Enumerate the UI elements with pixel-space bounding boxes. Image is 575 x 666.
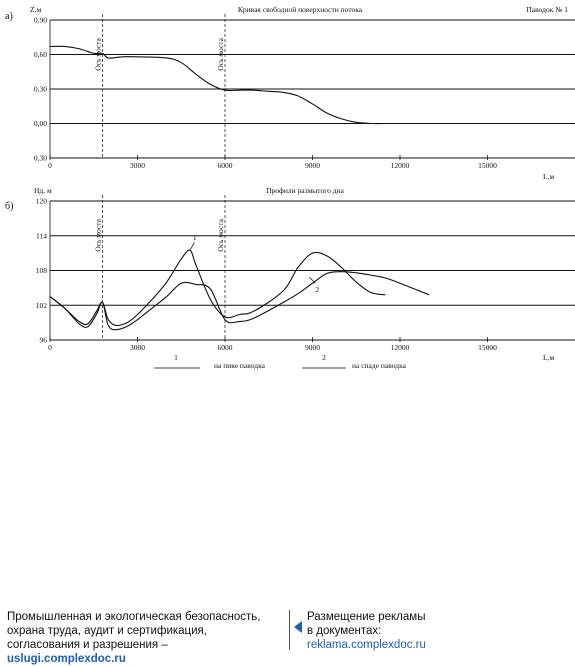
panel-a-label: а) [5, 11, 13, 22]
bridge-axis-label: Ось моста [94, 37, 103, 70]
panel-a-chart: а) Z,м Кривая свободной поверхности пото… [5, 5, 575, 181]
footer-link-uslugi[interactable]: uslugi.complexdoc.ru [7, 653, 126, 665]
footer-left-line-3-prefix: согласования и разрешения – [7, 639, 168, 651]
y-tick-label: 108 [36, 266, 48, 275]
x-tick-label: 9000 [305, 343, 320, 352]
panel-b-title: Профили размытого дна [266, 186, 344, 195]
bridge-axis-label: Ось моста [216, 37, 225, 70]
series-line-2 [49, 271, 430, 331]
x-tick-label: 0 [48, 161, 52, 170]
x-tick-label: 15000 [478, 161, 497, 170]
panel-b-ylabel: Нд, м [34, 186, 52, 195]
y-tick-label: 102 [36, 301, 48, 310]
x-tick-label: 0 [48, 343, 52, 352]
footer-banner: Промышленная и экологическая безопасност… [0, 596, 575, 665]
panel-b-chart: б) Нд, м Профили размытого дна L,м 96102… [5, 186, 575, 362]
panel-a-ylabel: Z,м [30, 5, 41, 14]
footer-left-line-2: охрана труда, аудит и сертификация, [7, 625, 207, 637]
bridge-axis-label: Ось моста [94, 218, 103, 251]
x-tick-label: 9000 [305, 161, 320, 170]
legend-series-1-label: на пике паводка [214, 361, 266, 370]
y-tick-label: 114 [36, 231, 47, 240]
panel-a-right-title: Паводок № 1 [526, 5, 568, 14]
y-tick-label: 0,30 [34, 154, 47, 163]
panel-a-title: Кривая свободной поверхности потока [238, 5, 363, 14]
x-tick-label: 15000 [478, 343, 497, 352]
footer-divider [289, 610, 290, 650]
x-tick-label: 6000 [218, 343, 233, 352]
series-2-leader-line [309, 277, 316, 284]
footer-left-line-1: Промышленная и экологическая безопасност… [7, 611, 261, 623]
footer-right-line-2: в документах: [307, 625, 382, 637]
y-tick-label: 0,60 [34, 50, 47, 59]
series-1-inline-label: 1 [193, 233, 197, 242]
charts-figure: а) Z,м Кривая свободной поверхности пото… [5, 5, 575, 370]
footer-right-line-1: Размещение рекламы [307, 611, 426, 623]
x-tick-label: 12000 [391, 161, 410, 170]
x-tick-label: 3000 [130, 161, 145, 170]
series-2-inline-label: 2 [315, 285, 319, 294]
legend-series-2-label: на спаде паводка [352, 361, 407, 370]
panel-b-legend: 1 на пике паводка 2 на спаде паводка [154, 353, 407, 370]
y-tick-label: 0,00 [34, 119, 47, 128]
footer-left-text: Промышленная и экологическая безопасност… [7, 610, 285, 666]
y-tick-label: 0,30 [34, 85, 47, 94]
legend-series-1-number: 1 [174, 353, 178, 362]
footer-left-line-3: согласования и разрешения – uslugi.compl… [7, 638, 285, 666]
legend-series-2-number: 2 [322, 353, 326, 362]
footer-right-text: Размещение рекламы в документах: reklama… [307, 610, 567, 652]
bridge-axis-label: Ось моста [216, 218, 225, 251]
series-line-curve-0 [49, 45, 400, 125]
panel-a-xlabel: L,м [543, 172, 554, 181]
series-1-leader-line [189, 242, 195, 251]
x-tick-label: 12000 [391, 343, 410, 352]
arrow-left-icon [294, 621, 302, 633]
y-tick-label: 0,90 [34, 16, 47, 25]
y-tick-label: 120 [36, 197, 48, 206]
x-tick-label: 3000 [130, 343, 145, 352]
panel-b-label: б) [5, 201, 13, 212]
series-line-1 [49, 249, 386, 327]
x-tick-label: 6000 [218, 161, 233, 170]
y-tick-label: 96 [40, 336, 48, 345]
panel-b-xlabel: L,м [543, 353, 554, 362]
footer-link-reklama[interactable]: reklama.complexdoc.ru [307, 639, 426, 651]
